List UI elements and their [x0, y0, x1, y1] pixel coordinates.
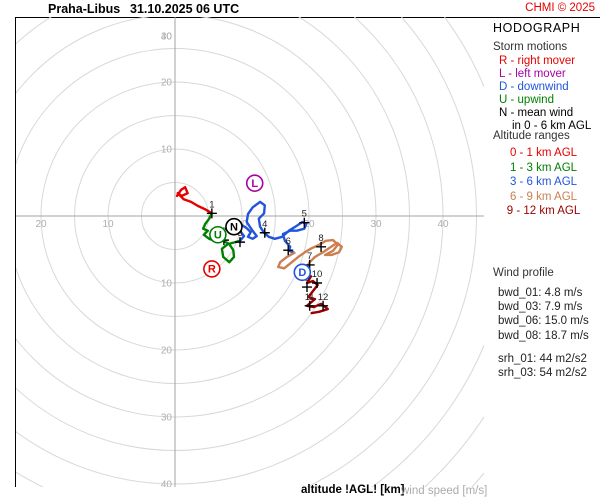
svg-text:12: 12 [318, 292, 329, 303]
svg-text:20: 20 [161, 78, 173, 89]
svg-text:N: N [230, 222, 238, 234]
svg-text:L: L [251, 178, 258, 190]
mean-wind-note: in 0 - 6 km AGL [512, 120, 592, 132]
station-name: Praha-Libus [48, 2, 121, 16]
svg-text:40: 40 [161, 480, 173, 488]
svg-text:20: 20 [303, 219, 315, 230]
svg-text:20: 20 [35, 219, 47, 230]
legend-item-3-6km: 3 - 6 km AGL [509, 176, 578, 188]
svg-text:1: 1 [209, 199, 214, 210]
altitude-axis-label: altitude !AGL! [km] [301, 484, 405, 496]
bulk-wind-difference-values: bwd_01: 4.8 m/s bwd_03: 7.9 m/s bwd_06: … [498, 286, 589, 343]
legend-item-downwind: D - downwind [499, 81, 569, 93]
svg-text:4: 4 [262, 219, 267, 230]
bwd-06-value: bwd_06: 15.0 m/s [498, 315, 589, 328]
svg-text:10: 10 [161, 145, 173, 156]
svg-text:30: 30 [161, 32, 173, 43]
svg-text:6: 6 [286, 236, 291, 247]
legend-item-left-mover: L - left mover [499, 68, 566, 80]
svg-text:8: 8 [318, 233, 323, 244]
svg-text:10: 10 [312, 269, 323, 280]
legend-item-0-1km: 0 - 1 km AGL [509, 147, 578, 159]
svg-text:10: 10 [102, 219, 114, 230]
observation-datetime: 31.10.2025 06 UTC [130, 2, 240, 16]
bwd-08-value: bwd_08: 18.7 m/s [498, 329, 589, 342]
svg-text:40: 40 [437, 219, 449, 230]
copyright-notice: CHMI © 2025 [525, 2, 595, 14]
wind-profile-heading: Wind profile [493, 267, 554, 279]
legend-item-6-9km: 6 - 9 km AGL [509, 190, 578, 203]
altitude-ranges-heading: Altitude ranges [493, 130, 570, 142]
svg-text:11: 11 [305, 292, 315, 303]
bwd-03-value: bwd_03: 7.9 m/s [498, 301, 583, 314]
svg-text:10: 10 [161, 279, 173, 290]
header-divider [15, 17, 600, 18]
srh-01-value: srh_01: 44 m2/s2 [498, 353, 587, 365]
storm-relative-helicity-values: srh_01: 44 m2/s2 srh_03: 54 m2/s2 [498, 352, 587, 380]
svg-text:30: 30 [161, 413, 173, 424]
svg-text:U: U [214, 230, 222, 242]
svg-text:40: 40 [161, 32, 173, 43]
svg-text:20: 20 [161, 346, 173, 357]
svg-text:D: D [298, 267, 306, 279]
svg-text:3: 3 [237, 228, 242, 239]
info-panel: HODOGRAPH Storm motions R - right mover … [487, 0, 600, 500]
legend-item-mean-wind: N - mean wind [499, 107, 574, 119]
legend-item-right-mover: R - right mover [499, 55, 576, 67]
legend-item-upwind: U - upwind [499, 94, 554, 106]
altitude-ranges-legend: 0 - 1 km AGL 1 - 3 km AGL 3 - 6 km AGL 6… [487, 146, 600, 219]
svg-text:30: 30 [370, 219, 382, 230]
legend-item-1-3km: 1 - 3 km AGL [509, 161, 578, 174]
svg-text:R: R [208, 264, 216, 276]
panel-title: HODOGRAPH [493, 21, 581, 35]
storm-motions-legend: R - right mover L - left mover D - downw… [499, 55, 591, 133]
storm-motions-heading: Storm motions [493, 41, 568, 53]
wind-speed-axis-label: wind speed [m/s] [401, 485, 488, 497]
bwd-01-value: bwd_01: 4.8 m/s [498, 287, 583, 299]
legend-item-9-12km: 9 - 12 km AGL [506, 205, 581, 217]
svg-text:5: 5 [302, 209, 307, 220]
svg-text:7: 7 [307, 251, 312, 262]
srh-03-value: srh_03: 54 m2/s2 [498, 367, 587, 380]
